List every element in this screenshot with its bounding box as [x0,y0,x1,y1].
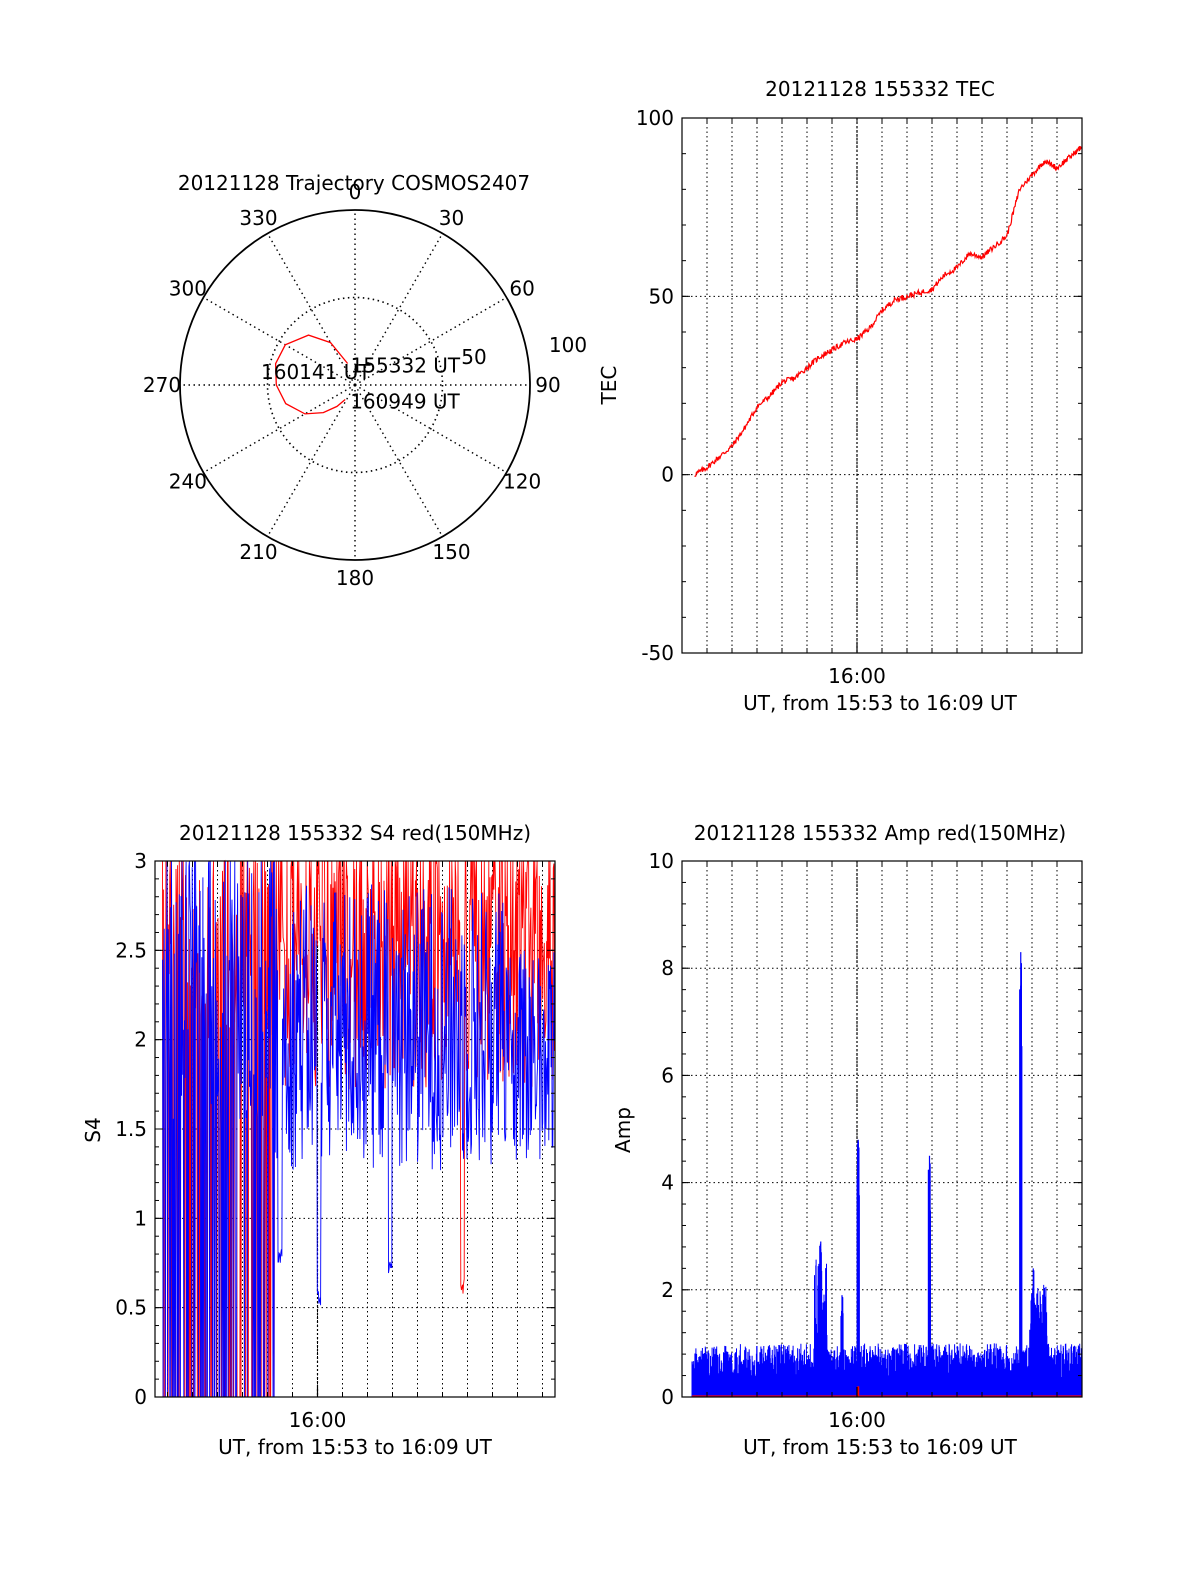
tec-series-line [694,145,1083,477]
polar-spoke [354,384,444,537]
polar-spoke [203,296,356,386]
polar-angle-label: 210 [239,540,277,564]
s4-ytick-label: 0.5 [115,1296,147,1320]
polar-angle-label: 180 [336,566,374,590]
amp-ytick-label: 2 [661,1278,674,1302]
trajectory-polar-plot: 20121128 Trajectory COSMOS2407 0 30 60 90 12… [143,171,587,590]
polar-spoke [354,384,507,474]
polar-spoke [266,233,356,386]
polar-mid-ring [266,296,444,474]
amp-ytick-label: 10 [649,849,674,873]
s4-ytick-label: 1 [134,1206,147,1230]
s4-ytick-label: 3 [134,849,147,873]
polar-angle-label: 120 [503,470,541,494]
polar-spoke [203,384,356,474]
amp-line-chart: 20121128 155332 Amp red(150MHz) 0 2 4 6 8 10 1… [611,821,1083,1459]
amp-ytick-label: 8 [661,956,674,980]
amp-series-blue [691,963,1083,1397]
s4-ytick-label: 0 [134,1385,147,1409]
s4-series-line-blue [162,860,556,1398]
s4-xlabel: UT, from 15:53 to 16:09 UT [218,1435,493,1459]
polar-title: 20121128 Trajectory COSMOS2407 [178,171,530,195]
tec-ytick-label: 50 [649,284,674,308]
s4-ylabel: S4 [81,1117,105,1142]
polar-angle-label: 150 [432,540,470,564]
polar-angle-label: 270 [143,373,181,397]
tec-xtick-label: 16:00 [828,664,886,688]
tec-ylabel: TEC [597,366,621,406]
polar-spoke [354,296,507,386]
amp-ytick-label: 6 [661,1063,674,1087]
polar-outer-ring [179,209,531,561]
polar-angle-label: 300 [169,277,207,301]
s4-ytick-label: 2.5 [115,938,147,962]
tec-ytick-label: -50 [641,641,674,665]
polar-angle-label: 240 [169,470,207,494]
polar-annotation: 155332 UT [351,353,461,377]
amp-title: 20121128 155332 Amp red(150MHz) [694,821,1066,845]
amp-ytick-label: 4 [661,1171,674,1195]
polar-spoke [266,384,356,537]
amp-xtick-label: 16:00 [828,1408,886,1432]
polar-spoke [354,233,444,386]
amp-ylabel: Amp [611,1107,635,1153]
s4-ytick-label: 2 [134,1028,147,1052]
s4-title: 20121128 155332 S4 red(150MHz) [179,821,531,845]
s4-ytick-label: 1.5 [115,1117,147,1141]
polar-trajectory-line [274,334,349,415]
polar-annotation: 160949 UT [350,390,460,414]
s4-xtick-label: 16:00 [289,1408,347,1432]
polar-annotation: 160141 UT [261,360,371,384]
polar-radial-label: 100 [549,333,587,357]
tec-xlabel: UT, from 15:53 to 16:09 UT [743,691,1018,715]
amp-ytick-label: 0 [661,1385,674,1409]
s4-line-chart: 20121128 155332 S4 red(150MHz) 0 0.5 1 1.5 2… [81,821,556,1459]
polar-angle-label: 0 [349,180,362,204]
polar-angle-label: 90 [535,373,560,397]
polar-radial-label: 50 [461,345,486,369]
polar-angle-label: 60 [509,277,534,301]
polar-angle-label: 330 [239,206,277,230]
tec-line-chart: 20121128 155332 TEC -50 0 50 100 16:00 UT, f… [597,77,1083,715]
tec-ytick-label: 100 [636,106,674,130]
tec-ytick-label: 0 [661,463,674,487]
tec-title: 20121128 155332 TEC [765,77,995,101]
amp-xlabel: UT, from 15:53 to 16:09 UT [743,1435,1018,1459]
polar-angle-label: 30 [439,206,464,230]
